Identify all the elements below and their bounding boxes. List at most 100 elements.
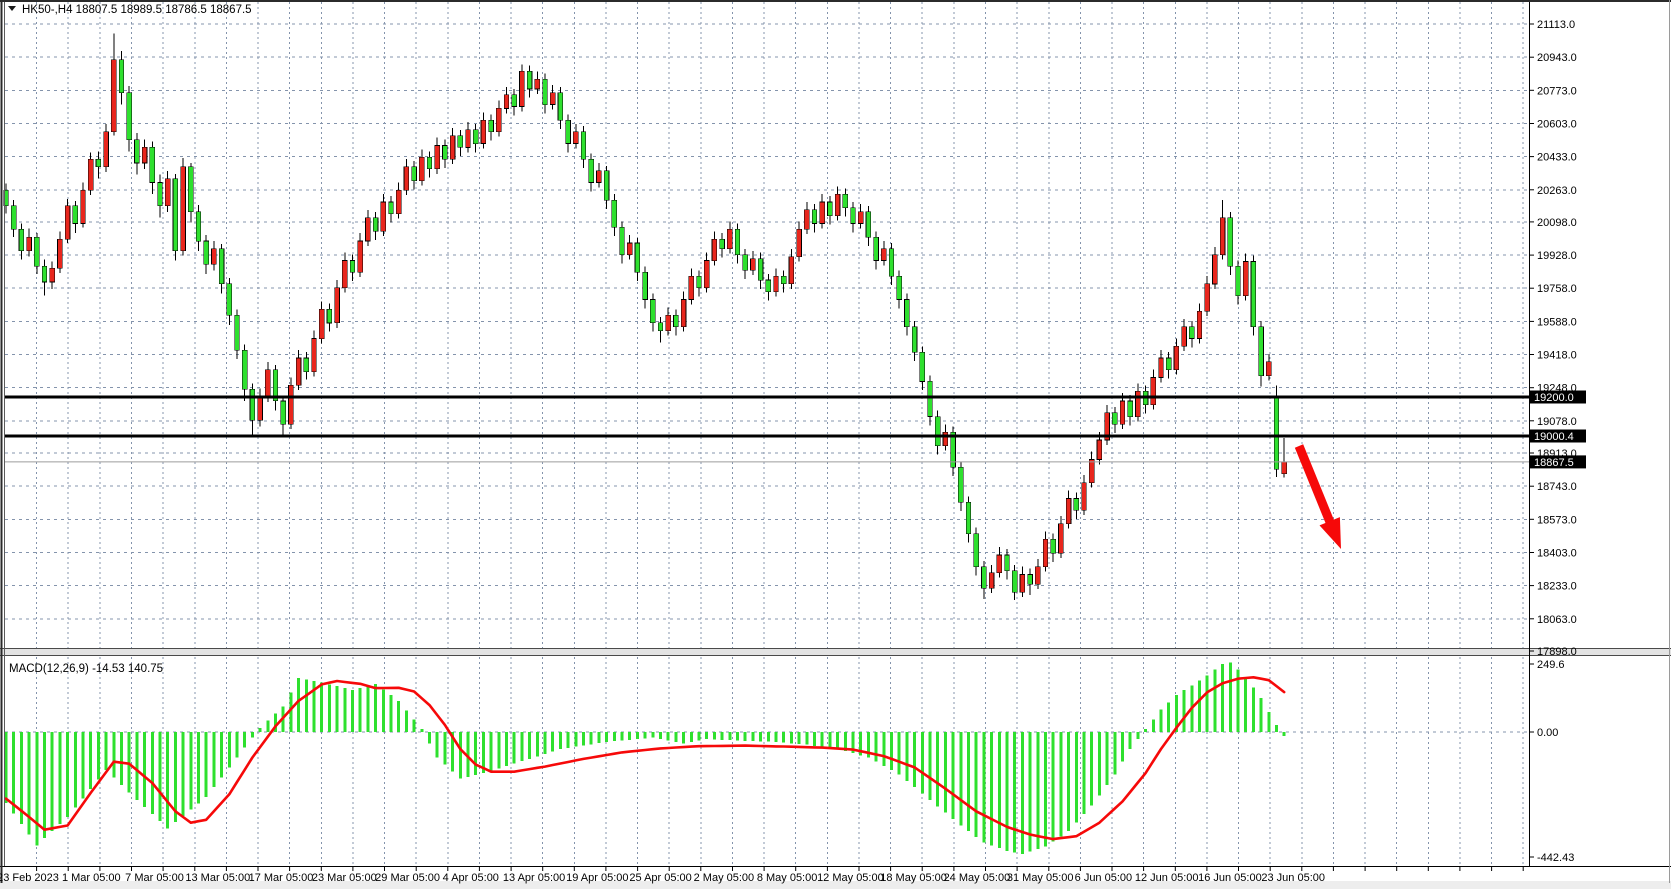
- bull-candle: [403, 166, 410, 191]
- macd-axis[interactable]: 249.6 0.00 -442.43: [1530, 659, 1574, 864]
- bull-candle: [434, 145, 440, 170]
- macd-bar: [766, 732, 770, 742]
- bull-candle: [573, 131, 579, 144]
- macd-bar: [659, 732, 662, 740]
- macd-bar: [551, 732, 555, 752]
- bull-candle: [165, 178, 171, 207]
- bear-candle: [919, 351, 926, 382]
- macd-bar: [620, 732, 624, 741]
- bull-candle: [395, 190, 402, 215]
- macd-bar: [35, 732, 39, 846]
- macd-bar: [1074, 732, 1078, 823]
- macd-bar: [173, 732, 177, 823]
- bear-candle: [642, 271, 648, 300]
- bear-candle: [973, 533, 979, 568]
- macd-bar: [697, 732, 701, 741]
- bull-candle: [211, 248, 217, 265]
- bull-candle: [318, 308, 325, 339]
- time-tick-label: 24 May 05:00: [944, 872, 1011, 884]
- arrow-head[interactable]: [1319, 517, 1342, 549]
- macd-bar: [505, 732, 508, 766]
- macd-bar: [212, 732, 216, 788]
- macd-bar: [774, 732, 778, 742]
- macd-bar: [1205, 675, 1209, 732]
- bull-candle: [88, 158, 94, 191]
- time-tick-label: 16 Jun 05:00: [1198, 872, 1262, 884]
- bear-candle: [611, 199, 618, 228]
- bear-candle: [72, 205, 79, 224]
- bull-candle: [796, 229, 802, 257]
- macd-bar: [19, 732, 23, 825]
- time-tick-label: 23 Jun 05:00: [1261, 872, 1325, 884]
- bull-candle: [357, 240, 363, 273]
- time-tick-label: 7 Mar 05:00: [125, 872, 184, 884]
- macd-bar: [782, 732, 786, 743]
- bear-candle: [1227, 217, 1234, 267]
- bear-candle: [41, 266, 48, 283]
- symbol-dropdown-icon[interactable]: [8, 6, 16, 11]
- bull-candle: [750, 258, 756, 271]
- bear-candle: [827, 201, 833, 216]
- bear-candle: [118, 59, 125, 94]
- price-tick-label: 20263.0: [1537, 185, 1577, 197]
- bear-candle: [634, 242, 641, 273]
- bear-candle: [934, 416, 941, 447]
- macd-bar: [158, 732, 162, 822]
- macd-bar: [420, 729, 424, 732]
- macd-bar: [805, 732, 809, 745]
- bear-candle: [511, 94, 517, 107]
- time-tick-label: 18 May 05:00: [880, 872, 947, 884]
- panel-separator[interactable]: [0, 648, 1671, 655]
- macd-bar: [666, 732, 670, 741]
- macd-bar: [351, 690, 354, 732]
- macd-bar: [1051, 732, 1055, 842]
- price-tick-label: 18573.0: [1537, 514, 1577, 526]
- bid-price-tag-label: 18867.5: [1534, 457, 1574, 469]
- bear-candle: [904, 299, 910, 328]
- macd-bar: [1251, 687, 1255, 732]
- bull-candle: [1243, 261, 1249, 296]
- bear-candle: [11, 205, 17, 230]
- price-tick-label: 20433.0: [1537, 152, 1577, 164]
- macd-bar: [327, 684, 331, 732]
- macd-bar: [1005, 732, 1009, 851]
- macd-bar: [574, 732, 578, 747]
- bear-candle: [234, 314, 240, 351]
- time-tick-label: 12 May 05:00: [817, 872, 884, 884]
- macd-bar: [820, 732, 824, 747]
- macd-bar: [967, 732, 970, 832]
- macd-bar: [566, 732, 570, 748]
- macd-bar: [674, 732, 678, 742]
- macd-bar: [412, 719, 416, 732]
- macd-bar: [1182, 690, 1186, 732]
- bull-candle: [1173, 345, 1180, 370]
- bull-candle: [103, 131, 109, 168]
- arrow-shaft[interactable]: [1294, 444, 1337, 529]
- time-tick-label: 25 Apr 05:00: [629, 872, 691, 884]
- bear-candle: [18, 229, 25, 252]
- macd-bar: [104, 732, 108, 771]
- bear-candle: [280, 400, 286, 425]
- macd-bar: [1028, 732, 1032, 852]
- bear-candle: [249, 388, 256, 421]
- bull-candle: [288, 384, 294, 425]
- bear-candle: [1004, 554, 1010, 571]
- macd-bar: [720, 732, 724, 740]
- bear-candle: [349, 260, 356, 273]
- macd-bar: [497, 732, 501, 769]
- bear-candle: [1011, 570, 1018, 593]
- time-tick-label: 23 Feb 2023: [0, 872, 59, 884]
- macd-bar: [458, 732, 462, 779]
- price-axis[interactable]: 21113.0 20943.0 20773.0 20603.0 20433.0 20263…: [1530, 19, 1577, 658]
- price-tick-label: 19758.0: [1537, 283, 1577, 295]
- bear-candle: [126, 92, 132, 140]
- bear-candle: [865, 211, 872, 238]
- time-tick-label: 31 May 05:00: [1007, 872, 1074, 884]
- bear-candle: [580, 131, 587, 160]
- time-axis[interactable]: 23 Feb 2023 1 Mar 05:00 7 Mar 05:00 13 Mar …: [0, 867, 1524, 884]
- macd-bar: [1267, 712, 1271, 732]
- price-tick-label: 19418.0: [1537, 350, 1577, 362]
